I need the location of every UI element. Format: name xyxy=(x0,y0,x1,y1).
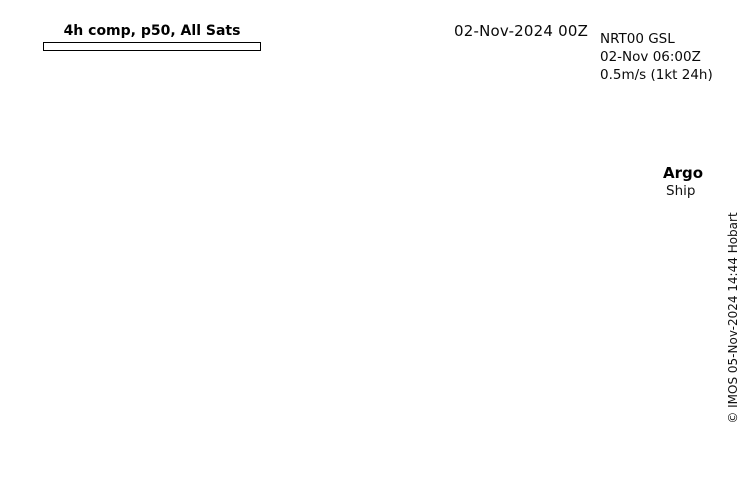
model-info-block: NRT00 GSL 02-Nov 06:00Z 0.5m/s (1kt 24h) xyxy=(600,30,713,84)
model-name-label: NRT00 GSL xyxy=(600,31,675,47)
colorbar xyxy=(43,42,261,51)
colorbar-title: 4h comp, p50, All Sats xyxy=(63,23,241,39)
legend-ship-label: Ship xyxy=(666,183,696,199)
legend-argo-label: Argo xyxy=(663,164,704,182)
map-datetime-label: 02-Nov-2024 00Z xyxy=(454,22,589,40)
model-time-label: 02-Nov 06:00Z xyxy=(600,49,701,65)
vector-scale-label: 0.5m/s (1kt 24h) xyxy=(600,67,713,83)
imos-credit-text: © IMOS 05-Nov-2024 14:44 Hobart xyxy=(726,212,740,424)
